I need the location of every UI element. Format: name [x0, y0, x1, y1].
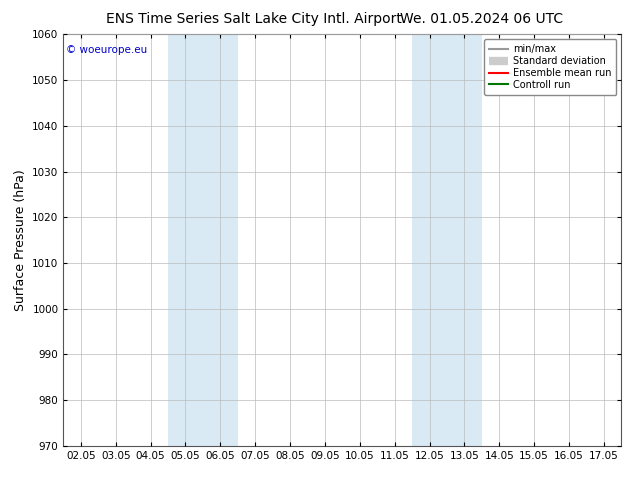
Legend: min/max, Standard deviation, Ensemble mean run, Controll run: min/max, Standard deviation, Ensemble me… [484, 39, 616, 95]
Bar [168, 34, 238, 446]
Y-axis label: Surface Pressure (hPa): Surface Pressure (hPa) [14, 169, 27, 311]
Text: We. 01.05.2024 06 UTC: We. 01.05.2024 06 UTC [400, 12, 564, 26]
Text: ENS Time Series Salt Lake City Intl. Airport: ENS Time Series Salt Lake City Intl. Air… [106, 12, 401, 26]
Text: © woeurope.eu: © woeurope.eu [66, 45, 148, 54]
Bar [412, 34, 482, 446]
